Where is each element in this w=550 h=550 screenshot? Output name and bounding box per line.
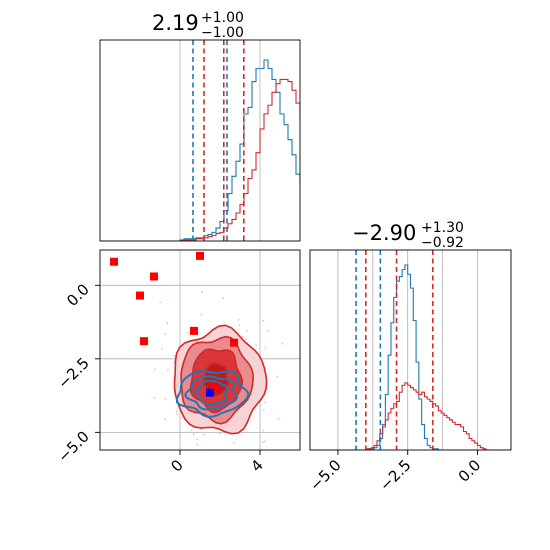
sample-point (196, 443, 199, 446)
red-square-marker (190, 326, 198, 335)
red-square-marker (140, 337, 148, 346)
sample-point (159, 301, 162, 304)
axes-frame-joint (99, 249, 301, 451)
histogram-step-blue (310, 264, 511, 450)
sample-point (237, 318, 240, 321)
sample-point (281, 342, 284, 345)
sample-point (154, 368, 157, 371)
sample-point (203, 433, 206, 436)
axes-frame-x-marginal (99, 39, 301, 242)
sample-point (166, 322, 169, 325)
sample-point (264, 440, 266, 443)
red-square-marker (196, 251, 204, 260)
sample-point (241, 335, 244, 338)
contour-blue-level (175, 369, 250, 418)
sample-point (200, 290, 203, 293)
sample-point (164, 398, 167, 400)
sample-point (200, 313, 203, 316)
title-bottom-right: −2.90 +1.30 −0.92 (352, 220, 464, 251)
contour-blue-level (194, 379, 229, 406)
red-square-marker (210, 382, 218, 391)
sample-point (277, 418, 280, 420)
sample-point (232, 442, 235, 444)
sample-point (167, 369, 169, 372)
sample-point (192, 433, 195, 435)
sample-point (262, 408, 265, 411)
sample-point (238, 324, 240, 327)
sample-point (246, 329, 249, 332)
x-tick-label: 0 (167, 456, 186, 475)
axes-frame-y-marginal (309, 249, 512, 451)
blue-square-marker (206, 388, 214, 397)
sample-point (320, 368, 322, 370)
sample-point (261, 441, 264, 444)
histogram-y-series (310, 264, 511, 450)
sample-point (222, 297, 225, 299)
title-bottom-right-lower: −0.92 (421, 235, 464, 251)
sample-point (276, 375, 279, 378)
sample-point (175, 412, 178, 415)
y-tick-label: 0.0 (63, 280, 93, 310)
sample-point (264, 401, 267, 404)
red-square-marker (150, 272, 158, 281)
title-top-left: 2.19 +1.00 −1.00 (152, 10, 244, 41)
quantile-lines-x (192, 40, 245, 241)
sample-point (200, 428, 203, 431)
histogram-panel-x (99, 39, 301, 242)
contours-joint (142, 290, 322, 473)
sample-point (262, 429, 265, 432)
sample-point (259, 404, 262, 407)
sample-point (196, 438, 199, 441)
x-tick-label: 0.0 (455, 456, 485, 486)
title-bottom-right-main: −2.90 (352, 221, 416, 245)
ticks-y-marginal: −5.0 −2.5 0.0 (306, 450, 484, 495)
sample-point (255, 344, 257, 347)
sample-point (218, 432, 221, 435)
y-tick-label: −2.5 (54, 354, 92, 392)
histogram-step-red (310, 382, 511, 450)
grid-y-marginal (337, 250, 478, 450)
joint-panel: 0 4 0.0 −2.5 −5.0 (54, 249, 322, 476)
sample-point (190, 429, 193, 432)
red-square-marker (136, 291, 144, 300)
sample-point (173, 355, 176, 357)
red-square-marker (230, 338, 238, 347)
sample-point (142, 471, 144, 473)
sample-point (267, 329, 269, 332)
sample-point (164, 418, 167, 421)
y-tick-label: −5.0 (54, 427, 92, 465)
grid-x-marginal (179, 40, 261, 241)
sample-point (181, 416, 184, 419)
histogram-step-blue (100, 59, 300, 241)
contour-blue-level (184, 375, 239, 411)
title-top-left-lower: −1.00 (201, 25, 244, 41)
sample-point (264, 346, 267, 349)
sample-point (262, 319, 265, 322)
sample-point (245, 338, 248, 341)
sample-point (160, 347, 163, 350)
sample-point (186, 332, 189, 334)
sample-point (164, 333, 167, 336)
x-tick-label: 4 (247, 456, 266, 475)
sample-point (153, 397, 156, 399)
title-top-left-upper: +1.00 (201, 10, 244, 26)
scatter-points-joint (110, 251, 238, 397)
histogram-panel-y: −5.0 −2.5 0.0 (306, 249, 512, 495)
sample-point (175, 410, 178, 413)
x-tick-label: −5.0 (306, 456, 344, 494)
title-bottom-right-upper: +1.30 (421, 220, 464, 236)
title-top-left-main: 2.19 (152, 11, 199, 35)
x-tick-label: −2.5 (376, 456, 414, 494)
red-square-marker (110, 257, 118, 266)
